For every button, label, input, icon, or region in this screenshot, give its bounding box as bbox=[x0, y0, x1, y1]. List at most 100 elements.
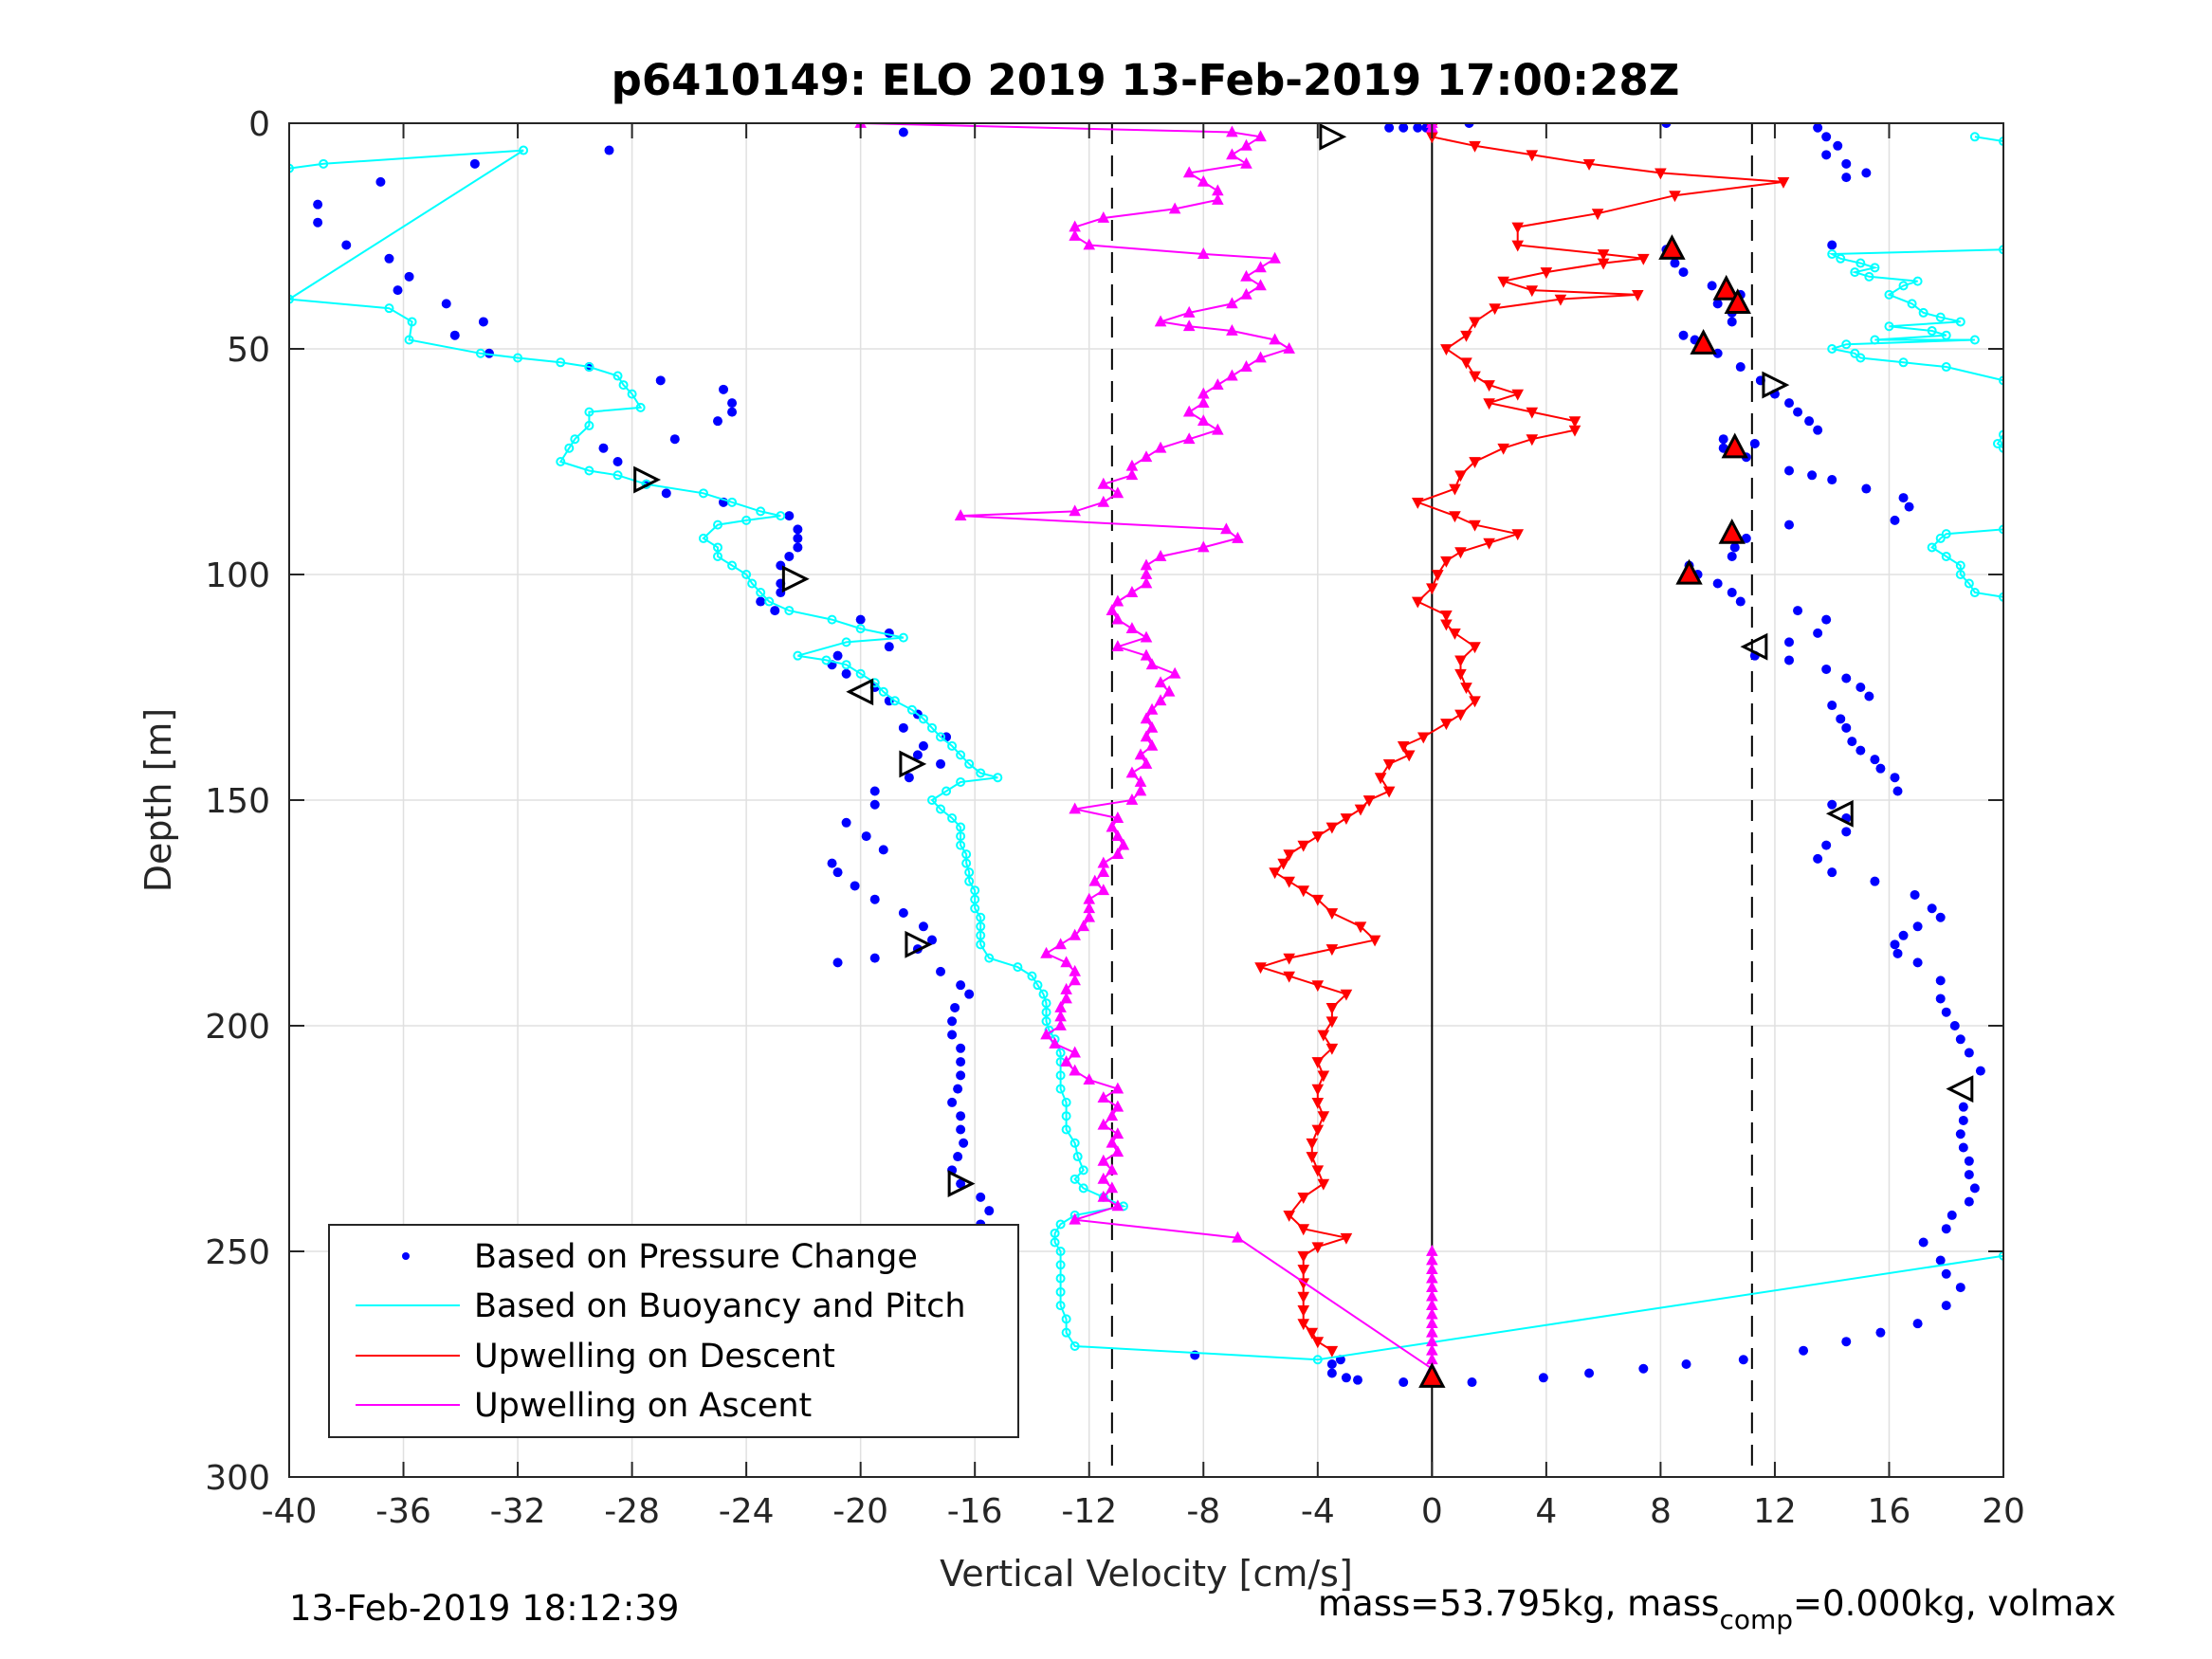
ascent-point bbox=[1182, 305, 1196, 318]
descent-point bbox=[1297, 1265, 1310, 1277]
pressure-point bbox=[956, 1043, 966, 1053]
buoyancy-point bbox=[1055, 1084, 1066, 1094]
pressure-point bbox=[1326, 1368, 1337, 1378]
descent-point bbox=[1497, 443, 1509, 455]
pressure-point bbox=[912, 750, 923, 760]
pressure-point bbox=[1875, 763, 1886, 774]
ascent-point bbox=[1154, 549, 1167, 561]
ascent-point bbox=[1069, 928, 1081, 940]
descent-point bbox=[1469, 140, 1481, 153]
pressure-point bbox=[1870, 876, 1880, 886]
timestamp-label: 13-Feb-2019 18:12:39 bbox=[289, 1588, 680, 1629]
ascent-point bbox=[1426, 1281, 1438, 1292]
descent-point bbox=[1540, 267, 1553, 280]
x-tick-label: -28 bbox=[604, 1492, 660, 1531]
buoyancy-point bbox=[1941, 529, 1951, 539]
buoyancy-point bbox=[1992, 438, 2002, 448]
ascent-point bbox=[1069, 964, 1081, 976]
ascent-point bbox=[1212, 423, 1224, 435]
ascent-point bbox=[1111, 594, 1124, 607]
buoyancy-point bbox=[956, 831, 966, 842]
pressure-point bbox=[1326, 1359, 1337, 1369]
ascent-point bbox=[1097, 210, 1110, 223]
pressure-point bbox=[1799, 1345, 1809, 1356]
buoyancy-point bbox=[970, 903, 980, 914]
pressure-point bbox=[1413, 123, 1423, 133]
descent-point bbox=[1311, 980, 1325, 993]
buoyancy-point bbox=[1033, 980, 1043, 991]
buoyancy-point bbox=[1907, 299, 1917, 309]
descent-point bbox=[1297, 1319, 1310, 1331]
descent-point bbox=[1311, 1337, 1325, 1349]
buoyancy-point bbox=[289, 163, 294, 173]
descent-point bbox=[1449, 483, 1461, 496]
pressure-point bbox=[1841, 722, 1852, 733]
buoyancy-point bbox=[584, 465, 594, 476]
pressure-point bbox=[884, 642, 894, 652]
pressure-point bbox=[1955, 1283, 1965, 1293]
ascent-point bbox=[1069, 1064, 1081, 1076]
descent-point bbox=[1306, 1138, 1319, 1150]
ascent-point bbox=[1083, 902, 1096, 914]
descent-point bbox=[1454, 655, 1467, 667]
buoyancy-point bbox=[513, 353, 523, 363]
ascent-point bbox=[1134, 775, 1147, 787]
descent-point bbox=[1277, 858, 1289, 870]
x-tick-label: 12 bbox=[1753, 1492, 1797, 1531]
pressure-point bbox=[904, 773, 914, 783]
buoyancy-point bbox=[956, 750, 966, 760]
descent-point bbox=[1417, 732, 1430, 744]
pressure-point bbox=[869, 894, 880, 904]
pressure-point bbox=[1841, 158, 1852, 169]
ascent-point bbox=[1106, 1136, 1119, 1148]
axis-ticks: -40 -36 -32 -28 -24 -20 -16 -12 -8 -4 0 4 8 12 16 20050… bbox=[205, 105, 2025, 1531]
buoyancy-point bbox=[1969, 132, 1980, 142]
ascent-point bbox=[1060, 982, 1072, 994]
ascent-point bbox=[1140, 576, 1153, 589]
pressure-point bbox=[1898, 493, 1909, 503]
descent-point bbox=[1411, 596, 1424, 609]
descent-point bbox=[1325, 1016, 1339, 1029]
buoyancy-point bbox=[936, 804, 946, 814]
buoyancy-point bbox=[821, 655, 832, 665]
descent-point bbox=[1637, 253, 1650, 265]
ascent-point bbox=[1254, 261, 1267, 273]
buoyancy-point bbox=[1078, 1165, 1088, 1176]
buoyancy-point bbox=[855, 668, 866, 679]
pressure-point bbox=[1841, 1337, 1852, 1347]
ascent-point bbox=[1426, 1353, 1438, 1365]
descent-point bbox=[1483, 380, 1495, 392]
pressure-point bbox=[1827, 475, 1837, 485]
descent-point bbox=[1297, 1291, 1310, 1304]
buoyancy-point bbox=[1864, 271, 1874, 282]
x-tick-label: -12 bbox=[1061, 1492, 1117, 1531]
ascent-point bbox=[1069, 220, 1081, 232]
buoyancy-point bbox=[1072, 1152, 1083, 1162]
buoyancy-point bbox=[961, 858, 972, 868]
pressure-point bbox=[1813, 628, 1823, 638]
pressure-point bbox=[1864, 691, 1874, 702]
descent-point bbox=[1325, 822, 1339, 834]
descent-point bbox=[1568, 416, 1581, 428]
buoyancy-point bbox=[1078, 1183, 1088, 1194]
pressure-point bbox=[1941, 1301, 1951, 1311]
ascent-point bbox=[1212, 192, 1224, 205]
buoyancy-point bbox=[1999, 245, 2003, 255]
ascent-point bbox=[1140, 712, 1153, 724]
buoyancy-point bbox=[1999, 1250, 2003, 1261]
buoyancy-point bbox=[1069, 1340, 1080, 1351]
marker-red-filled bbox=[1721, 432, 1748, 459]
ascent-point bbox=[1040, 1028, 1052, 1040]
descent-point bbox=[1382, 759, 1396, 771]
pressure-point bbox=[1738, 1355, 1748, 1365]
ascent-point bbox=[1111, 612, 1124, 625]
buoyancy-point bbox=[727, 497, 738, 507]
y-tick-label: 150 bbox=[205, 782, 270, 821]
buoyancy-point bbox=[1827, 249, 1837, 260]
ascent-point bbox=[1140, 730, 1153, 742]
ascent-point bbox=[1426, 1253, 1438, 1266]
buoyancy-point bbox=[1856, 353, 1866, 363]
ascent-point bbox=[1060, 1055, 1072, 1066]
x-tick-label: -4 bbox=[1301, 1492, 1335, 1531]
pressure-point bbox=[1727, 317, 1737, 327]
